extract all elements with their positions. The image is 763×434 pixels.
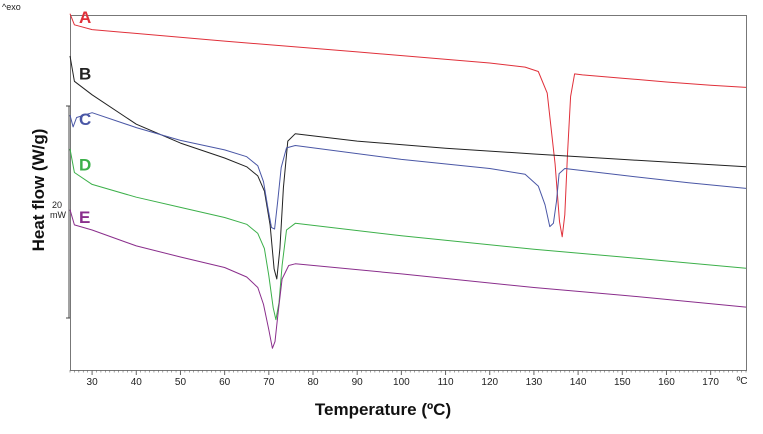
- x-tick-label: 60: [219, 377, 231, 388]
- x-tick-label: 120: [481, 377, 498, 388]
- series-label-d: D: [79, 156, 91, 175]
- x-tick-label: 40: [131, 377, 143, 388]
- x-tick-label: 130: [526, 377, 543, 388]
- series-line-a: [69, 13, 747, 238]
- scale-bar: 20 mW: [50, 105, 70, 319]
- x-axis-title: Temperature (ºC): [315, 400, 451, 419]
- scale-bar-unit: mW: [50, 210, 66, 220]
- x-tick-label: 140: [570, 377, 587, 388]
- x-tick-label: 30: [87, 377, 99, 388]
- y-axis-title: Heat flow (W/g): [29, 129, 48, 252]
- series-label-c: C: [79, 110, 91, 129]
- x-tick-label: 50: [175, 377, 187, 388]
- x-tick-label: 70: [263, 377, 275, 388]
- series-line-b: [69, 55, 747, 280]
- x-axis: 30 40 50 60 70 80 90 100 110 120 130 140 150 160 170: [69, 370, 747, 388]
- x-tick-label: 110: [438, 377, 454, 388]
- series-line-c: [69, 112, 747, 230]
- series-layer: [69, 13, 747, 349]
- x-tick-label: 160: [658, 377, 675, 388]
- scale-bar-value: 20: [52, 200, 62, 210]
- x-unit-label: ºC: [737, 376, 748, 387]
- series-label-e: E: [79, 208, 90, 227]
- series-line-e: [69, 209, 747, 349]
- exo-label: ^exo: [2, 2, 21, 12]
- x-tick-label: 150: [614, 377, 631, 388]
- plot-frame: [70, 15, 747, 371]
- x-tick-label: 90: [352, 377, 364, 388]
- series-line-d: [69, 148, 747, 321]
- series-label-a: A: [79, 8, 91, 27]
- series-labels: A B C D E: [79, 8, 91, 227]
- series-label-b: B: [79, 64, 91, 83]
- x-tick-label: 170: [702, 377, 719, 388]
- x-tick-label: 100: [393, 377, 410, 388]
- x-tick-label: 80: [307, 377, 319, 388]
